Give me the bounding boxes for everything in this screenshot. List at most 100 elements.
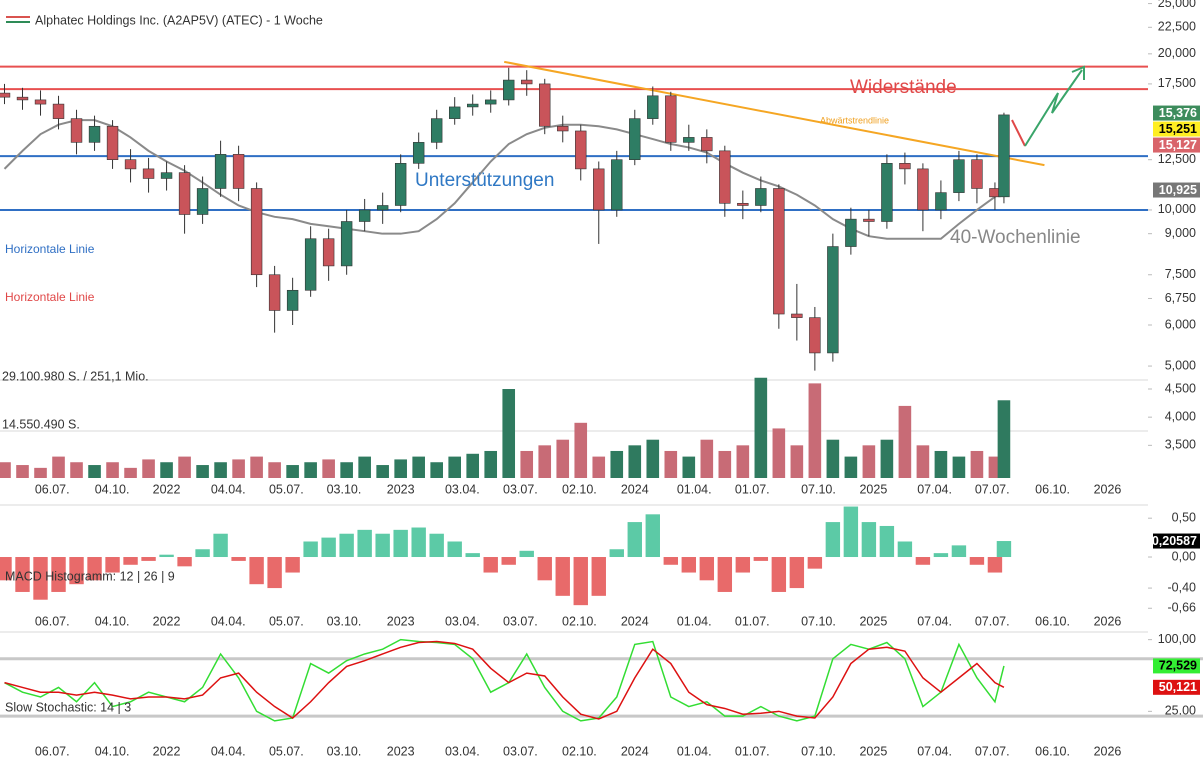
value-marker-label: 15,127 — [1159, 138, 1197, 152]
macd-bar — [465, 553, 480, 558]
candle-body — [863, 218, 875, 222]
x-tick-label: 03.04. — [445, 744, 480, 758]
value-marker — [1153, 533, 1200, 549]
x-tick-label: 03.10. — [327, 482, 362, 496]
x-tick-label: 2022 — [153, 614, 181, 628]
macd-bar — [807, 557, 823, 569]
value-marker-label: 15,251 — [1159, 122, 1197, 136]
macd-bar — [861, 522, 877, 558]
candle-body — [701, 137, 713, 152]
x-tick-label: 03.07. — [503, 482, 538, 496]
y-tick-label: 12,500 — [1158, 152, 1196, 166]
macd-bar — [789, 557, 805, 589]
y-tick-label: 9,000 — [1165, 226, 1196, 240]
macd-bar — [357, 529, 372, 558]
macd-bar — [33, 557, 48, 600]
macd-bar — [996, 541, 1012, 558]
volume-bar — [934, 450, 948, 478]
annotation: Unterstützungen — [415, 170, 554, 191]
trend-line — [504, 60, 1045, 167]
volume-bar — [520, 450, 534, 478]
macd-bar — [681, 557, 697, 573]
volume-bar — [628, 445, 642, 478]
macd-bar — [105, 557, 120, 573]
volume-bar — [52, 456, 65, 478]
candle-body — [178, 172, 191, 215]
volume-bar — [700, 439, 714, 478]
candle-body — [881, 163, 893, 222]
y-tick-label: 7,500 — [1165, 267, 1196, 281]
candle-body — [899, 163, 911, 170]
macd-bar — [0, 557, 12, 581]
candle-body — [665, 95, 677, 143]
x-tick-label: 06.07. — [35, 744, 70, 758]
volume-bar — [862, 445, 876, 478]
x-tick-label: 04.04. — [211, 482, 246, 496]
candle-body — [340, 221, 353, 267]
volume-bar — [250, 456, 263, 478]
macd-bar — [87, 557, 102, 581]
macd-bar — [213, 533, 228, 558]
x-tick-label: 03.04. — [445, 614, 480, 628]
y-tick-label: 20,000 — [1158, 46, 1196, 60]
x-tick-label: 07.10. — [801, 482, 836, 496]
annotation: 40-Wochenlinie — [950, 227, 1081, 248]
x-tick-label: 2023 — [387, 614, 415, 628]
x-tick-label: 07.07. — [975, 744, 1010, 758]
macd-bar — [447, 541, 462, 558]
volume-bar — [70, 462, 83, 478]
macd-bar — [591, 557, 606, 596]
volume-bar — [232, 459, 245, 478]
candle-body — [575, 130, 587, 170]
x-tick-label: 06.10. — [1035, 614, 1070, 628]
x-tick-label: 01.04. — [677, 614, 712, 628]
x-tick-label: 01.04. — [677, 744, 712, 758]
projection-arrow — [1024, 69, 1083, 147]
x-tick-label: 07.04. — [917, 744, 952, 758]
macd-bar — [933, 553, 949, 558]
macd-bar — [285, 557, 300, 573]
candle-body — [827, 246, 839, 354]
candle-body — [467, 103, 479, 108]
macd-bar — [555, 557, 570, 596]
macd-bar — [177, 557, 192, 567]
macd-bar — [537, 557, 552, 581]
volume-bar — [88, 465, 101, 478]
macd-bar — [411, 527, 426, 558]
candle-body — [971, 159, 983, 189]
volume-bar — [952, 456, 966, 478]
candle-body — [70, 118, 83, 143]
volume-bar — [592, 456, 606, 478]
volume-bar — [448, 456, 462, 478]
volume-bar — [214, 462, 227, 478]
value-marker-label: 15,376 — [1159, 106, 1197, 120]
x-tick-label: 07.10. — [801, 744, 836, 758]
candle-body — [214, 154, 227, 189]
value-marker — [1153, 679, 1200, 695]
volume-bar — [664, 450, 678, 478]
volume-label: 29.100.980 S. / 251,1 Mio. — [2, 369, 149, 383]
volume-bar — [106, 462, 119, 478]
x-tick-label: 2024 — [621, 482, 649, 496]
moving-average-line — [3, 119, 1005, 240]
candle-body — [935, 192, 947, 211]
y-tick-label: 22,500 — [1158, 20, 1196, 34]
x-tick-label: 01.07. — [735, 744, 770, 758]
macd-bar — [771, 557, 787, 592]
candle-body — [268, 274, 281, 311]
macd-bar — [429, 533, 444, 558]
volume-bar — [772, 428, 786, 478]
candle-body — [448, 106, 461, 119]
macd-bar — [339, 533, 354, 558]
candle-body — [52, 103, 65, 119]
macd-bar — [249, 557, 264, 585]
x-tick-label: 04.10. — [95, 744, 130, 758]
x-tick-label: 06.07. — [35, 614, 70, 628]
macd-bar — [735, 557, 751, 573]
candle-body — [124, 159, 137, 170]
macd-bar — [879, 525, 895, 558]
candle-body — [304, 238, 317, 291]
x-tick-label: 2025 — [859, 614, 887, 628]
candle-body — [809, 317, 821, 354]
